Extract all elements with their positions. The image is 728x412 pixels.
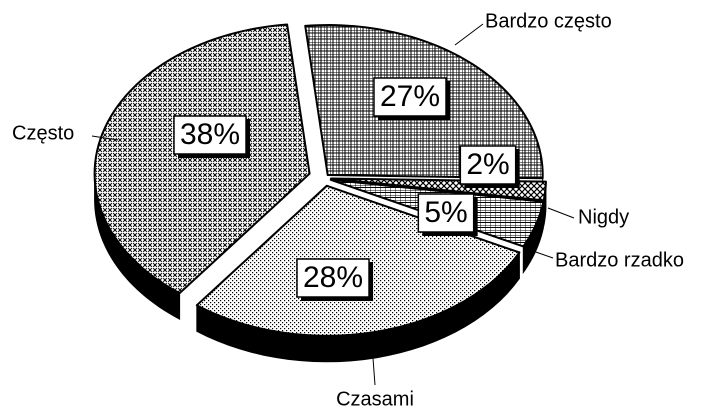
category-label: Czasami bbox=[336, 388, 414, 410]
category-label: Nigdy bbox=[578, 206, 629, 228]
value-label-box bbox=[173, 115, 247, 155]
value-label: 27% bbox=[380, 80, 440, 113]
category-label: Bardzo często bbox=[485, 10, 612, 32]
leader-line bbox=[91, 135, 119, 141]
value-label: 2% bbox=[466, 148, 509, 181]
value-label-box bbox=[373, 77, 447, 117]
leader-line bbox=[547, 207, 575, 219]
value-label-box bbox=[459, 145, 517, 185]
value-label-box bbox=[417, 193, 475, 233]
labels: Bardzo często 27% Nigdy 2% Bardzo rzadko 5% Cz… bbox=[12, 10, 684, 410]
category-label: Bardzo rzadko bbox=[555, 249, 684, 271]
value-label: 5% bbox=[424, 196, 467, 229]
value-label: 28% bbox=[303, 261, 363, 294]
leader-line bbox=[529, 249, 554, 259]
category-label: Często bbox=[12, 122, 74, 144]
leader-line bbox=[371, 344, 376, 386]
value-label: 38% bbox=[180, 118, 240, 151]
value-label-box bbox=[296, 258, 370, 298]
leader-line bbox=[454, 23, 484, 46]
slice bbox=[93, 23, 311, 295]
